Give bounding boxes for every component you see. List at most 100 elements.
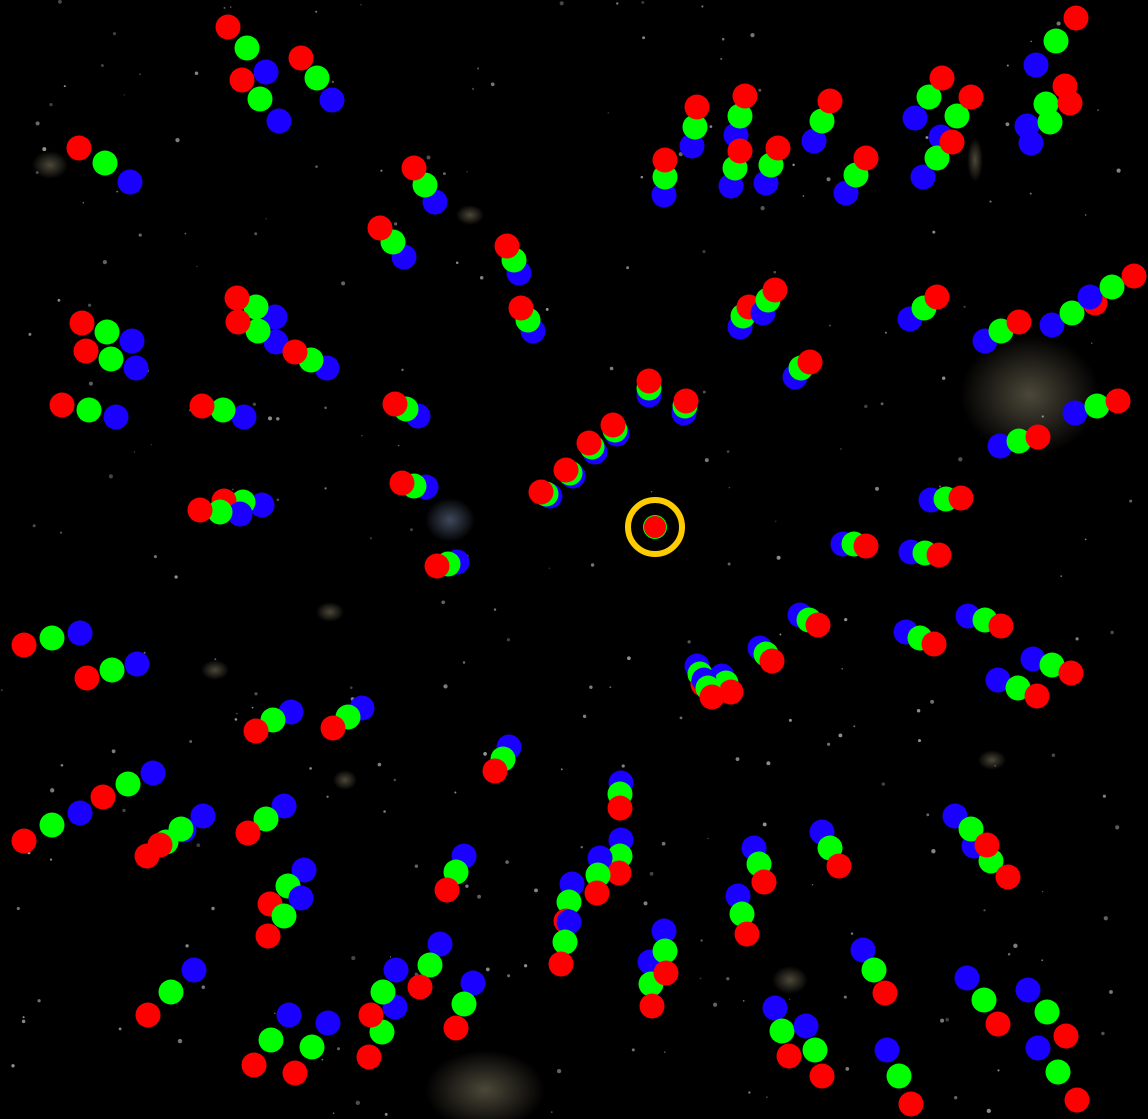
star — [802, 195, 805, 197]
marker-blue — [762, 995, 788, 1021]
star — [983, 909, 986, 912]
star — [138, 233, 142, 237]
marker-red — [636, 368, 662, 394]
marker-green — [243, 294, 269, 320]
marker-red — [1024, 683, 1050, 709]
marker-red — [776, 1043, 802, 1069]
marker-red — [684, 94, 710, 120]
marker-red — [817, 88, 843, 114]
marker-red — [356, 1044, 382, 1070]
star — [454, 791, 457, 794]
star — [87, 303, 92, 307]
star — [643, 901, 648, 906]
marker-green — [234, 35, 260, 61]
star — [234, 718, 238, 721]
star — [265, 218, 267, 220]
star — [361, 434, 363, 437]
marker-red — [320, 715, 346, 741]
star — [315, 165, 318, 168]
marker-red — [1121, 263, 1147, 289]
star — [766, 761, 771, 766]
marker-green — [1034, 999, 1060, 1025]
marker-green — [370, 979, 396, 1005]
marker-green — [258, 1027, 284, 1053]
star — [844, 618, 848, 622]
marker-green — [299, 1034, 325, 1060]
marker-red — [389, 470, 415, 496]
marker-green — [809, 108, 835, 134]
star — [997, 1069, 1000, 1072]
star — [939, 485, 941, 488]
marker-green — [1039, 652, 1065, 678]
star — [626, 266, 630, 270]
star — [384, 1112, 388, 1116]
marker-red — [924, 284, 950, 310]
marker-red — [898, 1091, 924, 1117]
marker-red — [727, 138, 753, 164]
star — [843, 995, 847, 999]
marker-green — [585, 862, 611, 888]
star — [211, 906, 215, 911]
marker-blue — [1020, 646, 1046, 672]
star — [377, 762, 382, 767]
marker-red — [135, 1002, 161, 1028]
marker-red — [224, 285, 250, 311]
star — [556, 1068, 562, 1074]
star — [1075, 637, 1079, 641]
marker-green — [92, 150, 118, 176]
star — [16, 906, 20, 911]
star — [254, 232, 258, 236]
star — [189, 740, 193, 743]
star — [994, 765, 996, 767]
marker-red — [1057, 90, 1083, 116]
star — [607, 112, 609, 114]
star — [954, 1096, 958, 1100]
marker-green — [94, 319, 120, 345]
galaxies — [32, 138, 1100, 1119]
marker-green — [727, 103, 753, 129]
marker-blue — [249, 492, 275, 518]
star — [621, 764, 625, 768]
star — [523, 964, 528, 968]
marker-blue — [67, 800, 93, 826]
marker-green — [802, 1037, 828, 1063]
star — [709, 125, 713, 128]
marker-blue — [181, 957, 207, 983]
star — [1041, 415, 1044, 418]
star — [0, 689, 3, 692]
marker-red — [187, 497, 213, 523]
star — [49, 102, 53, 107]
marker-green — [451, 991, 477, 1017]
marker-blue — [319, 87, 345, 113]
marker-red — [282, 339, 308, 365]
marker-red — [288, 45, 314, 71]
star — [609, 366, 614, 371]
star — [465, 884, 469, 888]
marker-green — [958, 816, 984, 842]
marker-red — [443, 1015, 469, 1041]
star — [380, 169, 383, 172]
marker-blue — [190, 803, 216, 829]
marker-green — [98, 346, 124, 372]
star — [916, 709, 921, 713]
star — [1013, 943, 1018, 948]
star — [963, 305, 966, 308]
galaxy — [201, 660, 229, 680]
marker-green — [207, 499, 233, 525]
marker-blue — [1015, 977, 1041, 1003]
marker-red — [584, 880, 610, 906]
star — [1007, 952, 1011, 956]
star — [1041, 959, 1044, 962]
marker-blue — [117, 169, 143, 195]
marker-red — [606, 860, 632, 886]
star — [700, 939, 703, 942]
marker-green — [247, 86, 273, 112]
marker-blue — [253, 59, 279, 85]
star — [989, 200, 992, 203]
star — [410, 528, 413, 532]
star — [1109, 990, 1113, 994]
star — [776, 555, 781, 560]
star — [507, 974, 511, 978]
star — [932, 230, 936, 234]
star — [1030, 40, 1032, 43]
